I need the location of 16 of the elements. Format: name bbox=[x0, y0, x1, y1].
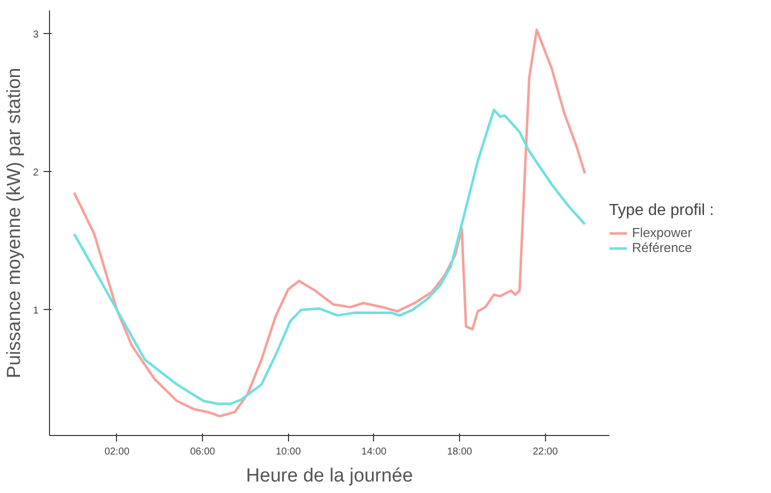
legend-title: Type de profil : bbox=[609, 202, 714, 220]
x-tick-label: 06:00 bbox=[190, 446, 216, 458]
x-tick-label: 10:00 bbox=[276, 446, 302, 458]
line-series bbox=[72, 28, 586, 418]
x-tick-label: 14:00 bbox=[361, 446, 387, 458]
y-tick-label: 2 bbox=[32, 167, 39, 178]
y-tick-label: 3 bbox=[32, 29, 39, 40]
legend-label: Référence bbox=[632, 240, 692, 255]
legend-label: Flexpower bbox=[632, 225, 692, 240]
line-series bbox=[72, 108, 586, 406]
x-axis-title: Heure de la journée bbox=[246, 466, 413, 486]
x-tick-label: 18:00 bbox=[447, 446, 473, 458]
y-tick-label: 1 bbox=[32, 305, 39, 316]
y-axis-title: Puissance moyenne (kW) par station bbox=[4, 68, 25, 378]
x-tick-label: 22:00 bbox=[532, 446, 558, 458]
x-tick-label: 02:00 bbox=[104, 446, 130, 458]
